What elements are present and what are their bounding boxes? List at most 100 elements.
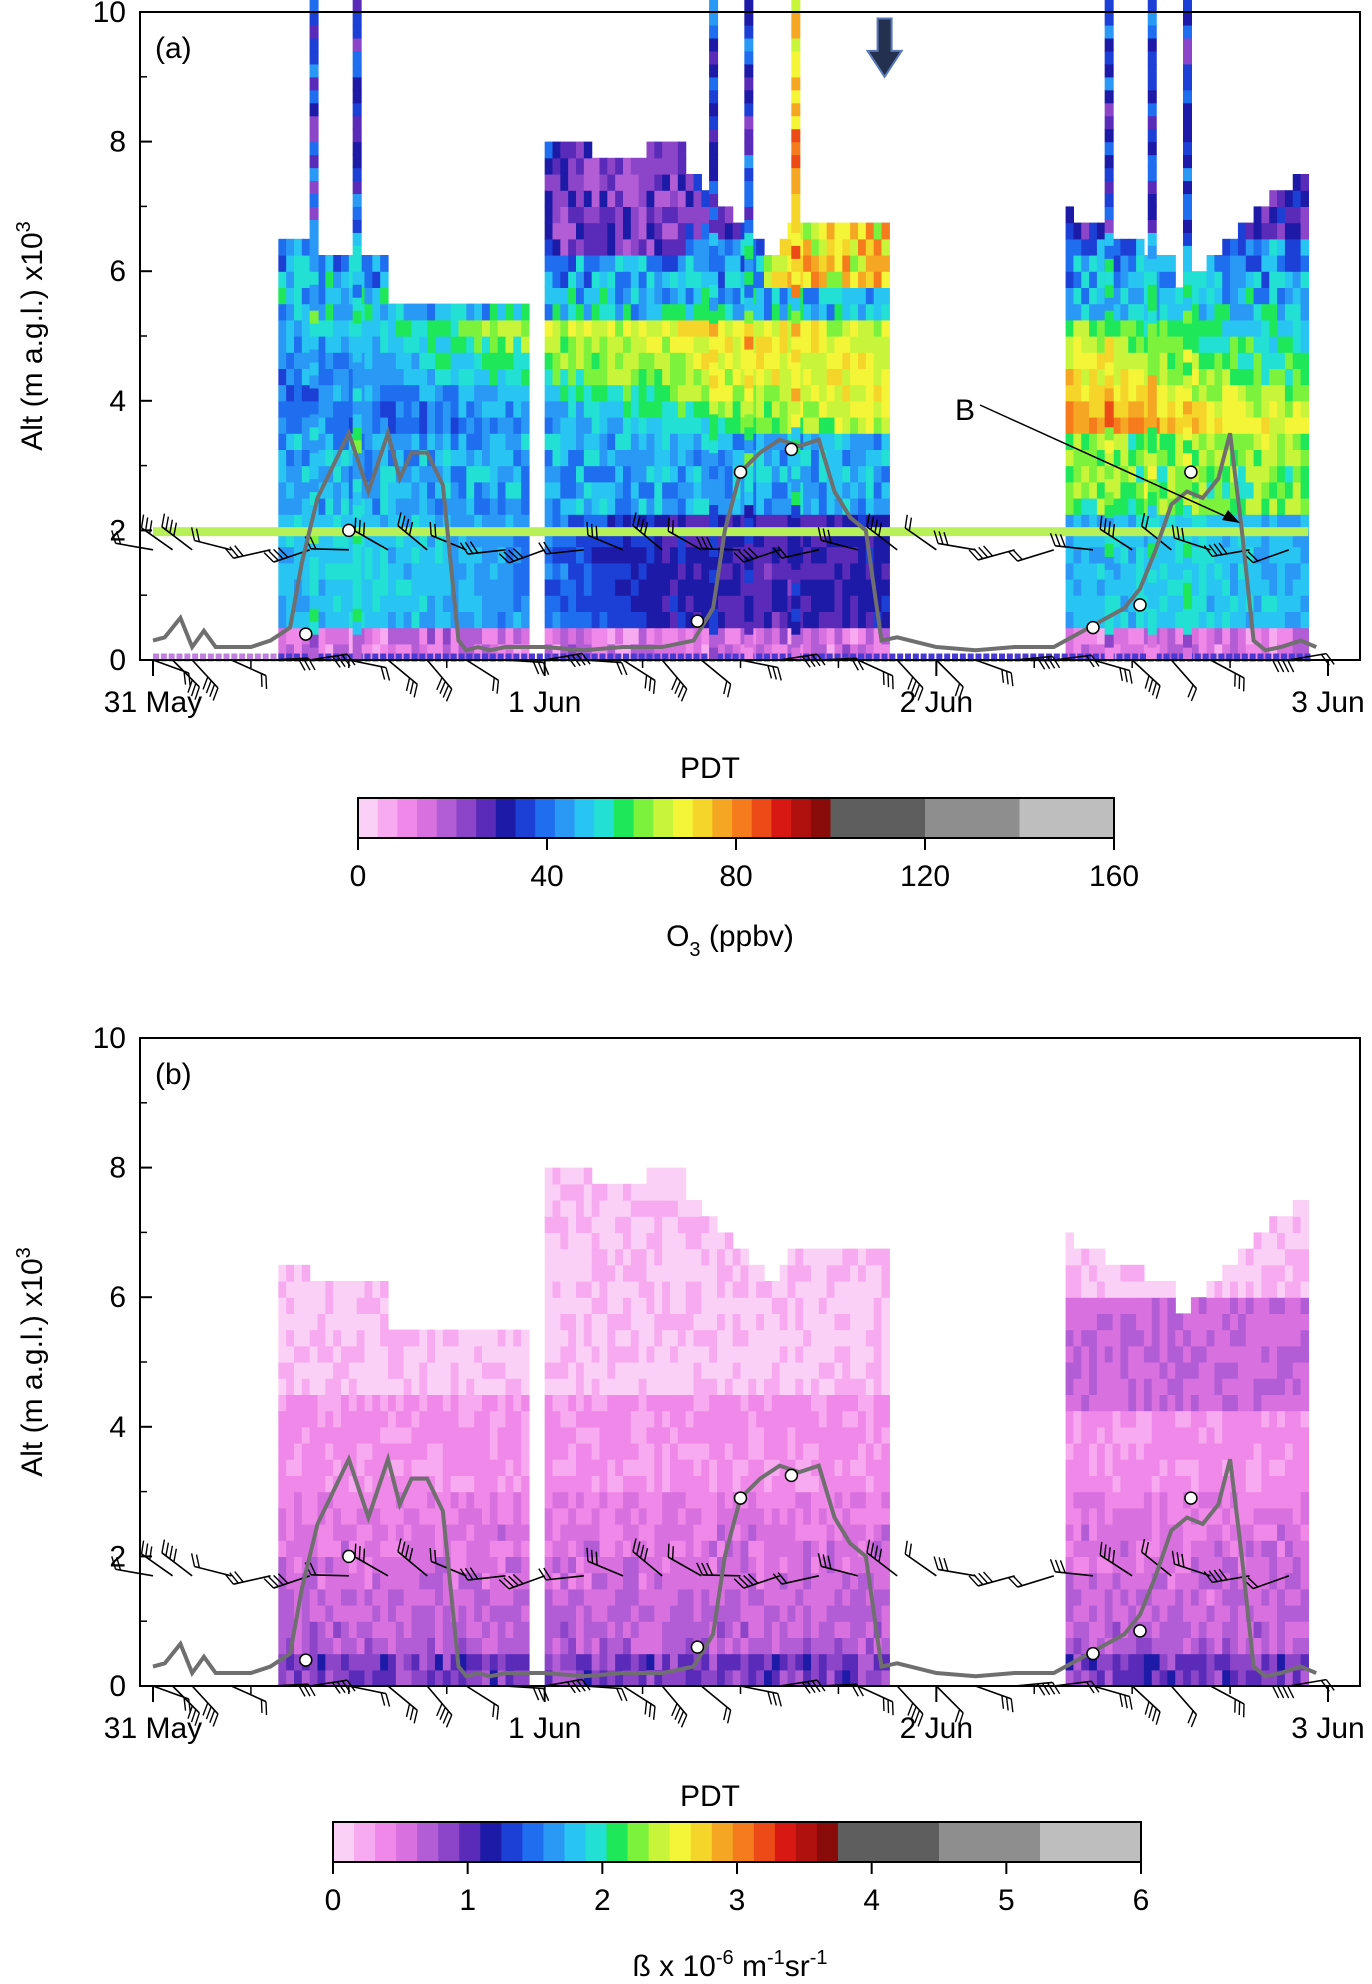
heatmap-cell — [1261, 611, 1270, 629]
heatmap-cell — [325, 433, 334, 450]
heatmap-cell — [1245, 238, 1255, 256]
heatmap-cell — [630, 643, 640, 661]
ozonesonde-column — [352, 478, 362, 493]
wind-barb-flag — [273, 548, 284, 560]
heatmap-cell — [301, 319, 311, 337]
ozonesonde-column — [709, 569, 719, 583]
heatmap-cell — [756, 400, 765, 418]
heatmap-cell — [380, 1281, 389, 1298]
ozonesonde-column — [791, 128, 801, 143]
heatmap-cell — [1081, 255, 1090, 272]
heatmap-cell — [646, 595, 655, 612]
heatmap-cell — [1277, 498, 1286, 515]
heatmap-cell — [1230, 514, 1239, 531]
heatmap-cell — [670, 643, 679, 661]
wind-barb — [733, 547, 780, 563]
heatmap-cell — [435, 1443, 444, 1460]
heatmap-cell — [372, 1297, 381, 1314]
heatmap-cell — [1073, 384, 1082, 402]
heatmap-cell — [278, 1524, 287, 1541]
heatmap-cell — [591, 1475, 601, 1493]
heatmap-cell — [395, 627, 405, 645]
heatmap-cell — [1073, 611, 1082, 629]
heatmap-cell — [1112, 303, 1122, 321]
heatmap-cell — [850, 595, 859, 612]
wind-barb — [152, 659, 191, 687]
heatmap-cell — [489, 400, 499, 418]
heatmap-cell — [1214, 368, 1223, 386]
heatmap-cell — [583, 1200, 593, 1217]
heatmap-cell — [724, 384, 734, 402]
heatmap-cell — [881, 627, 890, 645]
heatmap-cell — [1277, 579, 1286, 596]
heatmap-cell — [1089, 514, 1098, 531]
heatmap-cell — [881, 336, 890, 353]
heatmap-cell — [505, 546, 514, 564]
ozonesonde-column — [1147, 310, 1157, 324]
heatmap-cell — [638, 449, 648, 467]
heatmap-cell — [591, 400, 601, 418]
heatmap-cell — [1300, 319, 1310, 337]
heatmap-cell — [623, 643, 632, 661]
heatmap-cell — [873, 400, 883, 418]
wind-barb-flag — [1103, 518, 1107, 533]
heatmap-cell — [576, 238, 585, 256]
heatmap-cell — [779, 579, 789, 596]
heatmap-cell — [623, 1540, 632, 1557]
heatmap-cell — [1237, 611, 1247, 629]
heatmap-cell — [811, 336, 820, 353]
heatmap-cell — [615, 1556, 624, 1574]
heatmap-cell — [427, 433, 436, 450]
heatmap-cell — [881, 530, 890, 548]
heatmap-cell — [576, 1605, 585, 1622]
heatmap-cell — [348, 1345, 358, 1363]
heatmap-cell — [607, 546, 616, 564]
heatmap-cell — [1190, 271, 1200, 288]
heatmap-cell — [1237, 238, 1247, 256]
heatmap-cell — [560, 222, 569, 240]
heatmap-cell — [1065, 303, 1075, 321]
heatmap-cell — [325, 562, 334, 580]
heatmap-cell — [372, 498, 381, 515]
heatmap-cell — [1073, 481, 1082, 499]
heatmap-cell — [466, 1378, 475, 1395]
heatmap-cell — [1175, 400, 1184, 418]
heatmap-cell — [685, 595, 695, 612]
wind-barb-flag — [309, 536, 317, 550]
heatmap-cell — [435, 1572, 444, 1590]
heatmap-cell — [1206, 336, 1216, 353]
heatmap-cell — [372, 352, 381, 369]
heatmap-cell — [482, 1637, 491, 1655]
heatmap-cell — [411, 595, 420, 612]
heatmap-cell — [1269, 562, 1278, 580]
ozonesonde-column — [1183, 180, 1192, 195]
heatmap-cell — [552, 1426, 561, 1444]
ozonesonde-column — [1104, 76, 1114, 91]
heatmap-cell — [834, 498, 843, 515]
heatmap-cell — [599, 384, 608, 402]
heatmap-cell — [677, 271, 687, 288]
heatmap-cell — [395, 643, 405, 661]
heatmap-cell — [623, 514, 632, 531]
heatmap-cell — [458, 1459, 467, 1476]
ozonesonde-column — [1104, 102, 1114, 117]
heatmap-cell — [646, 546, 655, 564]
heatmap-cell — [286, 514, 295, 531]
ozonesonde-column — [709, 245, 719, 259]
heatmap-cell — [458, 579, 467, 596]
heatmap-cell — [607, 417, 616, 434]
heatmap-cell — [1089, 400, 1098, 418]
heatmap-cell — [1214, 417, 1223, 434]
ozonesonde-column — [709, 128, 719, 143]
heatmap-cell — [552, 1588, 561, 1606]
ozonesonde-column — [1183, 323, 1192, 337]
surface-band — [247, 653, 253, 662]
heatmap-cell — [301, 546, 311, 564]
heatmap-cell — [356, 1329, 366, 1347]
heatmap-cell — [560, 303, 569, 321]
heatmap-cell — [865, 417, 875, 434]
heatmap-cell — [842, 433, 851, 450]
heatmap-cell — [685, 481, 695, 499]
ozonesonde-column — [744, 556, 754, 570]
